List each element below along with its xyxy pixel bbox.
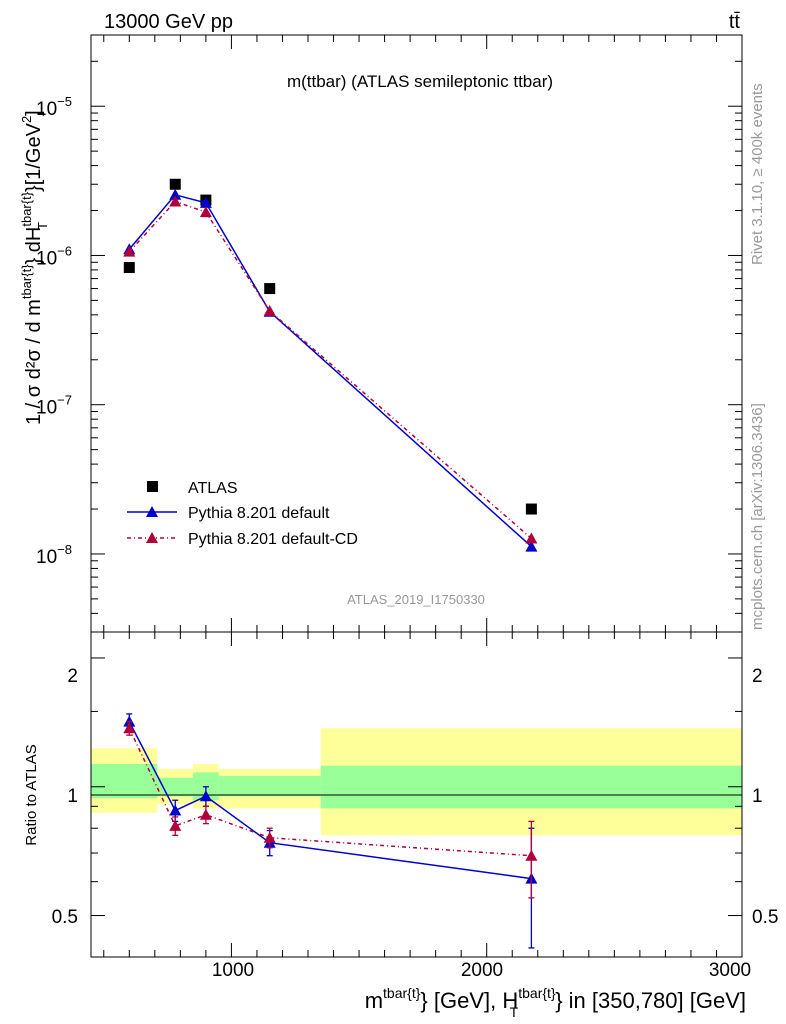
pythia-default-cd-ratio-point (263, 831, 276, 843)
plot-title: m(ttbar) (ATLAS semileptonic ttbar) (287, 72, 553, 91)
ylabel-exp: 2 (19, 116, 34, 123)
pythia-default-cd-point (123, 245, 136, 257)
legend-label-default: Pythia 8.201 default (188, 505, 330, 522)
atlas-data-point (169, 178, 181, 190)
main-ytick-labels: 10−810−710−610−5 (36, 94, 72, 568)
ratio-tick-label-left-2: 2 (67, 666, 78, 687)
x-tick-labels: 1000 2000 3000 (212, 960, 751, 981)
analysis-watermark: ATLAS_2019_I1750330 (347, 592, 485, 607)
pythia-default-cd-point (169, 195, 182, 207)
legend: ATLAS Pythia 8.201 default Pythia 8.201 … (127, 480, 358, 548)
process-label: tt̄ (729, 11, 741, 33)
pythia-default-cd-ratio-point (199, 808, 212, 820)
pythia-default-point (525, 540, 538, 552)
ratio-band-inner-bin (91, 764, 158, 799)
main-y-axis-label: 1 / σ d²σ / d mtbar{t}} dHtbar{t}T}[1/Ge… (19, 110, 50, 425)
ratio-tick-label-right-0.5: 0.5 (752, 907, 778, 928)
ratio-tick-label-right-2: 2 (752, 666, 763, 687)
atlas-data-point (525, 503, 537, 515)
legend-marker-default (146, 506, 158, 517)
xlabel-part-3: } in [350,780] [GeV] (555, 988, 746, 1013)
ylabel-close: ] (23, 110, 45, 116)
rivet-version-label: Rivet 3.1.10, ≥ 400k events (749, 83, 766, 265)
ratio-panel-frame (90, 631, 743, 958)
ratio-tick-labels: 0.5 1 2 0.5 1 2 (52, 666, 779, 928)
xlabel-m: m (365, 988, 383, 1013)
pythia-default-point (199, 196, 212, 208)
x-tick-label-3000: 3000 (709, 960, 751, 981)
ytick-exponent: −5 (57, 94, 72, 109)
main-ytick-label: 10−8 (36, 542, 72, 568)
ylabel-part-2: } dH (23, 227, 45, 265)
ratio-uncertainty-bands (91, 728, 742, 836)
pythia-default-ratio-point (169, 804, 182, 816)
pythia-default-cd-point (199, 206, 212, 218)
x-axis-label: mtbar{t}} [GeV], Htbar{t} T} in [350,780]… (365, 985, 746, 1020)
legend-label-default-cd: Pythia 8.201 default-CD (188, 531, 358, 548)
xlabel-sup-1: tbar{t} (383, 985, 421, 1001)
atlas-data-point (264, 283, 276, 295)
ytick-base: 10 (36, 398, 57, 419)
ytick-exponent: −8 (57, 542, 72, 557)
ratio-y-axis-label: Ratio to ATLAS (23, 744, 40, 845)
pythia-default-point (169, 188, 182, 200)
axis-ticks (91, 35, 743, 957)
ylabel-sup-2: tbar{t} (19, 191, 34, 226)
pythia-default-cd-ratio-point (525, 849, 538, 861)
pythia-default-cd-ratio-point (169, 819, 182, 831)
pythia-default-cd-ratio-point (123, 722, 136, 734)
main-ytick-label: 10−5 (36, 94, 72, 120)
pythia-default-cd-point (525, 532, 538, 544)
atlas-data-point (123, 262, 135, 274)
ytick-exponent: −7 (57, 393, 72, 408)
ylabel-part-1: 1 / σ d²σ / d m (23, 299, 45, 425)
ytick-base: 10 (36, 248, 57, 269)
ratio-band-inner-bin (218, 775, 321, 797)
ylabel-sup-1: tbar{t} (19, 264, 34, 299)
ylabel-part-3: }[1/GeV (23, 122, 45, 192)
xlabel-part-2: } [GeV], H (420, 988, 518, 1013)
ylabel-sub-2: T (35, 222, 50, 230)
ratio-tick-label-left-1: 1 (67, 786, 78, 807)
x-tick-label-2000: 2000 (461, 960, 503, 981)
ytick-base: 10 (36, 99, 57, 120)
ratio-series (123, 713, 538, 949)
legend-marker-default-cd (146, 532, 158, 543)
ytick-base: 10 (36, 547, 57, 568)
main-ytick-label: 10−6 (36, 243, 72, 269)
legend-marker-atlas (147, 481, 158, 492)
legend-label-atlas: ATLAS (188, 480, 238, 497)
ratio-tick-label-right-1: 1 (752, 786, 763, 807)
main-series (123, 178, 538, 552)
xlabel-sub-2: T (510, 1004, 519, 1020)
x-tick-label-1000: 1000 (212, 960, 254, 981)
main-ytick-label: 10−7 (36, 393, 72, 419)
energy-label: 13000 GeV pp (104, 11, 233, 33)
xlabel-sup-2: tbar{t} (518, 985, 556, 1001)
ytick-exponent: −6 (57, 243, 72, 258)
ratio-tick-label-left-0.5: 0.5 (52, 907, 78, 928)
pythia-default-ratio-point (199, 790, 212, 802)
mcplots-label: mcplots.cern.ch [arXiv:1306.3436] (749, 403, 766, 630)
pythia-default-cd-point (263, 304, 276, 316)
ratio-band-inner-bin (320, 765, 742, 809)
